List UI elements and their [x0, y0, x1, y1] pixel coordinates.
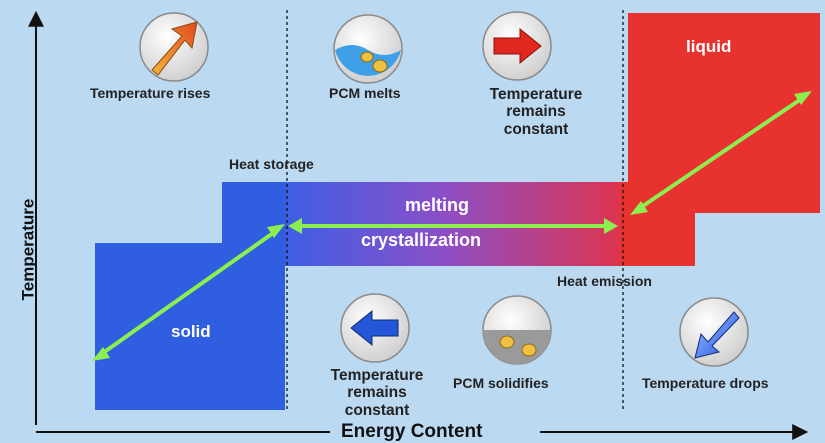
crystallization-label: crystallization — [361, 230, 482, 250]
liquid-block-upper — [628, 13, 820, 213]
solidifying-pcm-icon — [482, 295, 552, 365]
y-axis-label: Temperature — [18, 198, 38, 301]
melting-label: melting — [405, 195, 470, 215]
heat-storage-label: Heat storage — [229, 156, 314, 172]
heat-emission-label: Heat emission — [557, 273, 652, 289]
solid-block-upper — [222, 182, 290, 245]
left-arrow-icon — [340, 293, 410, 363]
caption-pcm-melts: PCM melts — [329, 85, 401, 101]
liquid-label: liquid — [686, 37, 732, 56]
caption-temperature-drops: Temperature drops — [642, 375, 769, 391]
caption-temperature-remains-constant-top: Temperature remains constant — [489, 86, 583, 138]
x-axis-label: Energy Content — [341, 421, 483, 442]
solid-label: solid — [171, 322, 211, 341]
down-left-arrow-icon — [679, 297, 749, 367]
solid-block-lower — [95, 243, 285, 410]
up-right-arrow-icon — [139, 12, 209, 82]
melting-liquid-icon — [333, 14, 403, 84]
caption-temperature-remains-constant-bottom: Temperature remains constant — [330, 367, 424, 419]
caption-pcm-solidifies: PCM solidifies — [453, 375, 549, 391]
right-arrow-icon — [482, 11, 552, 81]
arrow-heads — [92, 91, 812, 361]
green-arrows — [98, 95, 806, 357]
caption-temperature-rises: Temperature rises — [90, 85, 211, 101]
